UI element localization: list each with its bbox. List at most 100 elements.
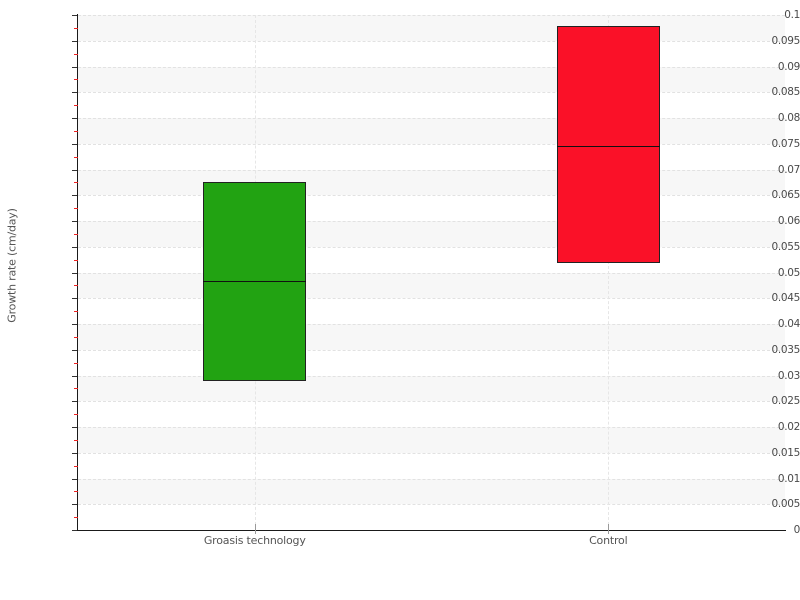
y-tick-minor bbox=[74, 259, 78, 261]
y-axis-title-label: Growth rate (cm/day) bbox=[5, 207, 19, 323]
y-tick-major bbox=[72, 15, 77, 16]
y-tick-label: 0.065 bbox=[771, 189, 800, 202]
background-band bbox=[78, 427, 785, 453]
y-tick-major bbox=[72, 504, 77, 506]
y-tick-minor bbox=[74, 362, 78, 364]
gridline-horizontal bbox=[78, 298, 785, 300]
y-tick-minor bbox=[74, 285, 78, 287]
gridline-horizontal bbox=[78, 195, 785, 197]
y-tick-label: 0.03 bbox=[777, 369, 800, 382]
y-tick-label: 0.06 bbox=[777, 215, 800, 227]
y-tick-label: 0.085 bbox=[771, 86, 800, 99]
gridline-horizontal bbox=[78, 169, 785, 171]
gridline-horizontal bbox=[78, 143, 785, 145]
y-tick-major bbox=[72, 143, 77, 145]
y-axis-title: Growth rate (cm/day) bbox=[0, 0, 24, 530]
y-tick-label: 0.035 bbox=[771, 343, 800, 356]
background-band bbox=[78, 169, 785, 196]
gridline-horizontal bbox=[78, 324, 785, 325]
plot-area bbox=[78, 15, 785, 530]
y-tick-label: 0.02 bbox=[777, 421, 800, 433]
y-tick-label: 0.09 bbox=[777, 60, 800, 73]
gridline-horizontal bbox=[78, 40, 785, 42]
y-tick-label: 0.05 bbox=[777, 266, 800, 279]
background-band bbox=[78, 375, 785, 402]
box-control bbox=[556, 25, 660, 264]
y-tick-minor bbox=[74, 182, 78, 184]
background-band bbox=[78, 478, 785, 505]
y-tick-label: 0.01 bbox=[777, 472, 800, 485]
y-tick-major bbox=[72, 298, 77, 300]
y-tick-major bbox=[72, 530, 77, 531]
x-tick-label-control: Control bbox=[589, 534, 628, 547]
y-axis-line bbox=[77, 14, 78, 531]
y-tick-label: 0.08 bbox=[777, 112, 800, 124]
y-tick-label: 0.055 bbox=[771, 240, 800, 253]
background-band bbox=[78, 272, 785, 299]
background-band bbox=[78, 221, 785, 247]
y-tick-minor bbox=[74, 491, 78, 493]
gridline-horizontal bbox=[78, 272, 785, 274]
gridline-horizontal bbox=[78, 478, 785, 480]
y-tick-label: 0.1 bbox=[784, 9, 800, 21]
y-tick-major bbox=[72, 401, 77, 403]
x-tick-label-groasis-technology: Groasis technology bbox=[203, 534, 306, 547]
y-tick-major bbox=[72, 375, 77, 377]
y-tick-major bbox=[72, 66, 77, 68]
y-tick-minor bbox=[74, 105, 78, 107]
y-tick-label: 0.075 bbox=[771, 137, 800, 150]
y-tick-major bbox=[72, 324, 77, 325]
gridline-horizontal bbox=[78, 401, 785, 403]
y-tick-major bbox=[72, 118, 77, 119]
y-tick-major bbox=[72, 169, 77, 171]
y-tick-major bbox=[72, 195, 77, 197]
y-tick-label: 0.095 bbox=[771, 34, 800, 47]
y-tick-minor bbox=[74, 439, 78, 441]
gridline-horizontal bbox=[78, 15, 785, 16]
gridline-horizontal bbox=[78, 66, 785, 68]
gridline-horizontal bbox=[78, 504, 785, 506]
y-tick-minor bbox=[74, 465, 78, 467]
gridline-horizontal bbox=[78, 246, 785, 248]
y-tick-label: 0.07 bbox=[777, 163, 800, 176]
background-band bbox=[78, 15, 785, 41]
y-tick-major bbox=[72, 92, 77, 94]
x-axis-line bbox=[77, 530, 786, 531]
y-tick-major bbox=[72, 221, 77, 222]
gridline-horizontal bbox=[78, 92, 785, 94]
y-tick-label: 0.015 bbox=[771, 446, 800, 459]
background-band bbox=[78, 118, 785, 144]
y-tick-label: 0.005 bbox=[771, 498, 800, 511]
gridline-horizontal bbox=[78, 221, 785, 222]
median-line-control bbox=[556, 145, 660, 147]
y-tick-minor bbox=[74, 156, 78, 158]
y-tick-minor bbox=[74, 336, 78, 338]
y-tick-major bbox=[72, 246, 77, 248]
y-tick-major bbox=[72, 40, 77, 42]
y-tick-major bbox=[72, 452, 77, 454]
y-tick-label: 0.025 bbox=[771, 395, 800, 408]
y-tick-minor bbox=[74, 517, 78, 519]
y-tick-minor bbox=[74, 388, 78, 390]
y-tick-label: 0.045 bbox=[771, 292, 800, 305]
y-tick-minor bbox=[74, 27, 78, 29]
y-tick-minor bbox=[74, 311, 78, 313]
y-tick-minor bbox=[74, 79, 78, 81]
y-tick-minor bbox=[74, 53, 78, 55]
y-tick-minor bbox=[74, 233, 78, 235]
y-tick-minor bbox=[74, 414, 78, 416]
median-line-groasis-technology bbox=[203, 280, 307, 282]
y-tick-major bbox=[72, 349, 77, 351]
background-band bbox=[78, 324, 785, 350]
y-tick-label: 0 bbox=[793, 524, 800, 536]
y-tick-major bbox=[72, 272, 77, 274]
gridline-horizontal bbox=[78, 118, 785, 119]
y-tick-minor bbox=[74, 208, 78, 210]
gridline-horizontal bbox=[78, 452, 785, 454]
x-tick bbox=[254, 524, 256, 534]
y-tick-major bbox=[72, 478, 77, 480]
gridline-horizontal bbox=[78, 375, 785, 377]
x-tick bbox=[608, 524, 610, 534]
y-tick-label: 0.04 bbox=[777, 318, 800, 330]
